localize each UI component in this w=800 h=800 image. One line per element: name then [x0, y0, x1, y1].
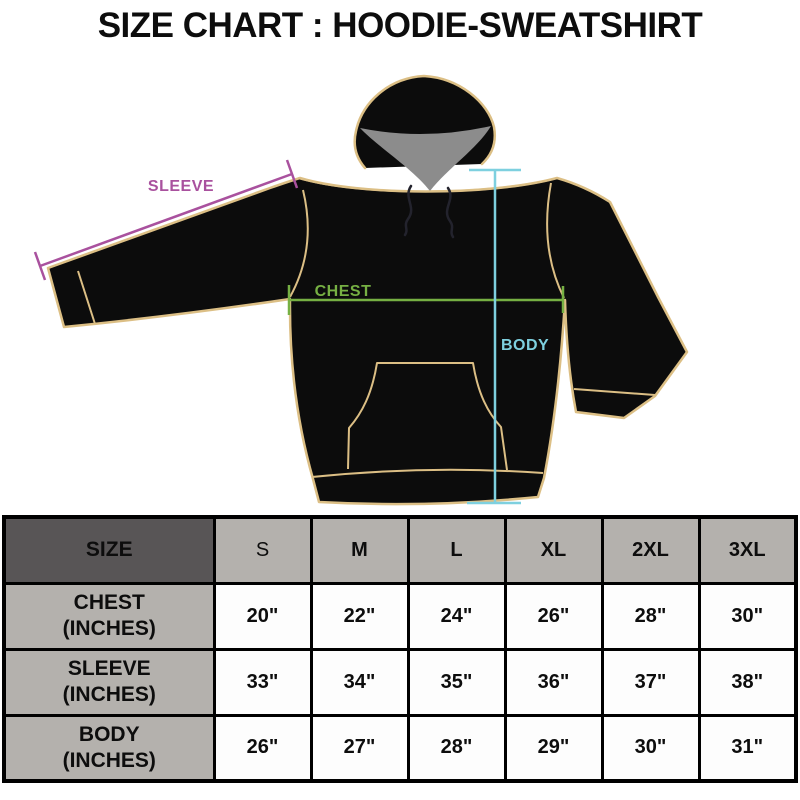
- body-measurement: BODY: [467, 168, 549, 505]
- chest-measurement: CHEST: [287, 283, 565, 315]
- row-label-sleeve: SLEEVE (INCHES): [2, 647, 216, 717]
- sleeve-measure-tick-left: [33, 251, 47, 281]
- row-label-unit: (INCHES): [62, 617, 156, 640]
- sleeve-value-l: 35": [406, 647, 507, 717]
- chest-value-l: 24": [406, 581, 507, 651]
- row-label-chest: CHEST (INCHES): [2, 581, 216, 651]
- chest-value-s: 20": [212, 581, 313, 651]
- row-label-unit: (INCHES): [62, 683, 156, 706]
- table-row-body: BODY (INCHES) 26" 27" 28" 29" 30" 31": [2, 713, 798, 783]
- header-row: SIZE S M L XL 2XL 3XL: [2, 515, 798, 585]
- body-value-2xl: 30": [600, 713, 701, 783]
- hood-lining: [360, 126, 491, 191]
- row-label-unit: (INCHES): [62, 748, 156, 772]
- sleeve-value-xl: 36": [503, 647, 604, 717]
- col-header-3xl: 3XL: [697, 515, 798, 585]
- sleeve-measure-tick-right: [285, 159, 299, 189]
- right-cuff-seam: [573, 388, 656, 396]
- row-label-body: BODY (INCHES): [2, 713, 216, 783]
- col-header-m: M: [309, 515, 410, 585]
- row-label-name: CHEST: [73, 590, 145, 614]
- chest-label: CHEST: [315, 283, 372, 300]
- chest-value-xl: 26": [503, 581, 604, 651]
- chest-value-3xl: 30": [697, 581, 798, 651]
- hoodie-illustration: [46, 74, 689, 506]
- col-header-xl: XL: [503, 515, 604, 585]
- col-header-l: L: [406, 515, 507, 585]
- size-chart-table: SIZE S M L XL 2XL 3XL CHEST (INCHES) 20"…: [2, 515, 798, 783]
- body-value-m: 27": [309, 713, 410, 783]
- hoodie-size-diagram: SLEEVE CHEST BODY: [33, 74, 689, 506]
- body-label: BODY: [501, 337, 549, 354]
- hood-outline: [353, 74, 496, 170]
- row-label-name: BODY: [78, 722, 140, 746]
- col-header-2xl: 2XL: [600, 515, 701, 585]
- body-value-xl: 29": [503, 713, 604, 783]
- page-title: SIZE CHART : HOODIE-SWEATSHIRT: [97, 6, 703, 45]
- chest-value-2xl: 28": [600, 581, 701, 651]
- sleeve-label: SLEEVE: [148, 178, 214, 195]
- table-row-chest: CHEST (INCHES) 20" 22" 24" 26" 28" 30": [2, 581, 798, 651]
- left-drawstring: [403, 184, 413, 237]
- pocket-outline: [347, 362, 508, 471]
- col-header-s: S: [212, 515, 313, 585]
- body-value-3xl: 31": [697, 713, 798, 783]
- right-armhole-seam: [546, 182, 565, 299]
- sleeve-value-s: 33": [212, 647, 313, 717]
- sleeve-value-2xl: 37": [600, 647, 701, 717]
- chest-value-m: 22": [309, 581, 410, 651]
- right-drawstring: [445, 186, 455, 239]
- table-row-sleeve: SLEEVE (INCHES) 33" 34" 35" 36" 37" 38": [2, 647, 798, 717]
- sleeve-value-3xl: 38": [697, 647, 798, 717]
- body-value-l: 28": [406, 713, 507, 783]
- collar-seam: [297, 177, 558, 193]
- left-cuff-seam: [77, 270, 96, 325]
- sleeve-measure-line: [39, 172, 293, 268]
- size-header-cell: SIZE: [2, 515, 216, 585]
- row-label-name: SLEEVE: [67, 656, 151, 680]
- left-armhole-seam: [289, 189, 309, 298]
- sleeve-value-m: 34": [309, 647, 410, 717]
- body-value-s: 26": [212, 713, 313, 783]
- hem-seam: [311, 468, 544, 478]
- sleeve-measurement: SLEEVE: [33, 159, 299, 281]
